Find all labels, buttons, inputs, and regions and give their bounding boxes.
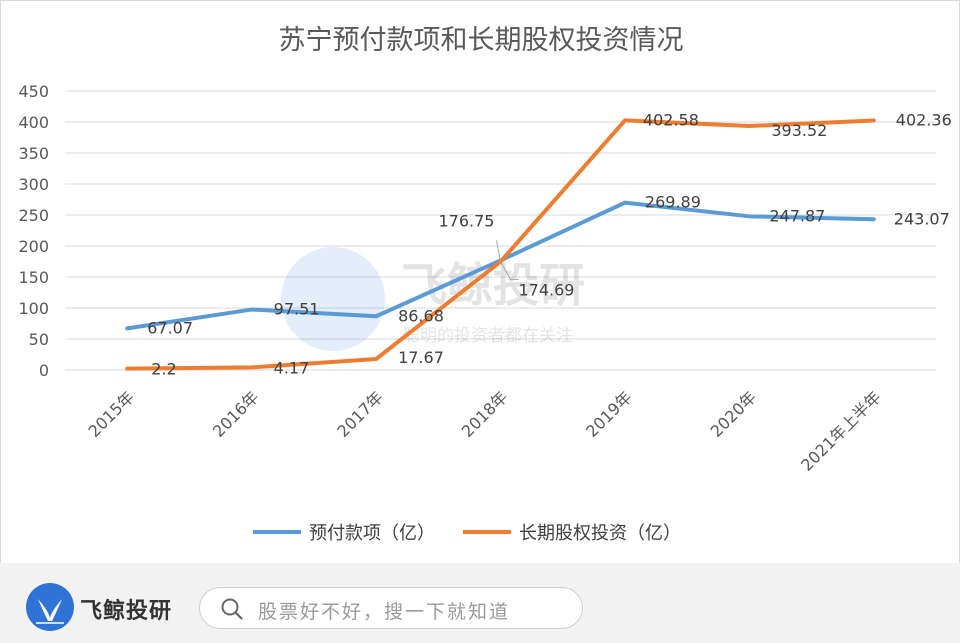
gridlines bbox=[65, 90, 936, 371]
x-tick-label: 2021年上半年 bbox=[797, 387, 884, 474]
data-label: 269.89 bbox=[645, 193, 701, 212]
y-tick-label: 350 bbox=[18, 144, 49, 163]
search-input[interactable]: 股票好不好，搜一下就知道 bbox=[199, 587, 583, 629]
data-label: 176.75 bbox=[439, 211, 495, 230]
line-chart: 苏宁预付款项和长期股权投资情况 飞鲸投研 聪明的投资者都在关注 05010015… bbox=[18, 25, 952, 544]
y-axis: 0 50 100 150 200 250 300 350 400 450 bbox=[18, 82, 49, 380]
y-tick-label: 100 bbox=[18, 299, 49, 318]
y-tick-label: 200 bbox=[18, 237, 49, 256]
y-tick-label: 300 bbox=[18, 175, 49, 194]
chart-card: 苏宁预付款项和长期股权投资情况 飞鲸投研 聪明的投资者都在关注 0 50 100 15… bbox=[0, 0, 960, 564]
legend-label: 长期股权投资（亿） bbox=[519, 523, 681, 544]
watermark-slogan: 聪明的投资者都在关注 bbox=[403, 326, 573, 346]
legend: 预付款项（亿） 长期股权投资（亿） bbox=[253, 523, 681, 544]
brand-name: 飞鲸投研 bbox=[80, 599, 173, 624]
whale-logo-icon bbox=[26, 583, 74, 631]
y-tick-label: 250 bbox=[18, 206, 49, 225]
data-label: 17.67 bbox=[398, 348, 444, 367]
watermark-logo-icon bbox=[281, 247, 385, 351]
data-label: 393.52 bbox=[771, 121, 827, 140]
footer-bar: 飞鲸投研 股票好不好，搜一下就知道 bbox=[0, 563, 960, 643]
data-labels: 67.07 97.51 86.68 176.75 269.89 247.87 243.07 2… bbox=[147, 110, 952, 378]
x-tick-label: 2020年 bbox=[707, 387, 761, 441]
data-label: 402.58 bbox=[643, 110, 699, 129]
x-axis: 2015年 2016年 2017年 2018年 2019年 2020年 2021年上半年 bbox=[84, 387, 884, 474]
y-tick-label: 150 bbox=[18, 268, 49, 287]
y-tick-label: 450 bbox=[18, 82, 49, 101]
x-tick-label: 2019年 bbox=[582, 387, 636, 441]
data-label: 97.51 bbox=[274, 300, 320, 319]
data-label: 2.2 bbox=[151, 360, 176, 379]
x-tick-label: 2015年 bbox=[84, 387, 138, 441]
search-icon bbox=[221, 598, 243, 620]
leader-line bbox=[500, 261, 519, 280]
data-label: 243.07 bbox=[894, 209, 950, 228]
data-label: 174.69 bbox=[519, 281, 575, 300]
data-label: 67.07 bbox=[147, 318, 193, 337]
y-tick-label: 0 bbox=[39, 361, 49, 380]
data-label: 86.68 bbox=[398, 306, 444, 325]
y-tick-label: 400 bbox=[18, 113, 49, 132]
chart-title: 苏宁预付款项和长期股权投资情况 bbox=[279, 25, 684, 56]
x-tick-label: 2018年 bbox=[458, 387, 512, 441]
search-placeholder: 股票好不好，搜一下就知道 bbox=[258, 601, 511, 623]
x-tick-label: 2017年 bbox=[333, 387, 387, 441]
leader-line bbox=[496, 240, 501, 262]
data-label: 247.87 bbox=[769, 206, 825, 225]
x-tick-label: 2016年 bbox=[209, 387, 263, 441]
data-label: 402.36 bbox=[896, 111, 952, 130]
data-label: 4.17 bbox=[274, 358, 310, 377]
legend-label: 预付款项（亿） bbox=[309, 523, 435, 544]
y-tick-label: 50 bbox=[29, 330, 49, 349]
